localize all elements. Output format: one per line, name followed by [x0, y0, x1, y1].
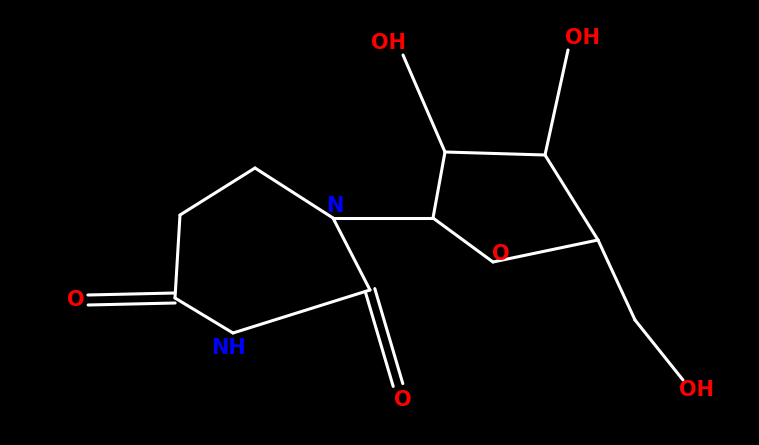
Text: OH: OH: [371, 33, 407, 53]
Text: OH: OH: [565, 28, 600, 48]
Text: OH: OH: [679, 380, 714, 400]
Text: NH: NH: [211, 338, 245, 358]
Text: O: O: [394, 390, 412, 410]
Text: O: O: [68, 290, 85, 310]
Text: O: O: [492, 244, 510, 264]
Text: N: N: [326, 196, 344, 216]
